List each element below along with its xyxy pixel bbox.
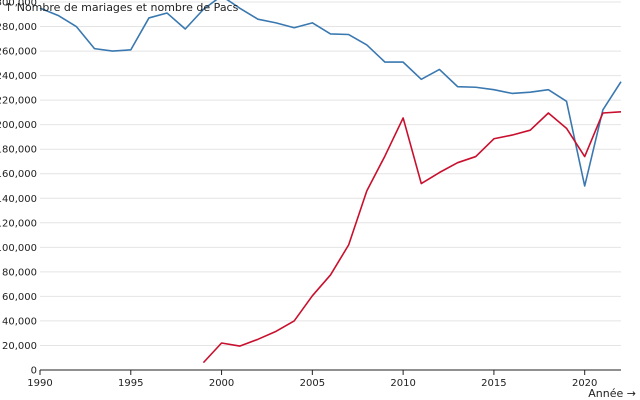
x-tick-label: 2020	[572, 378, 597, 389]
x-tick-label: 1995	[118, 378, 143, 389]
x-tick-label: 2005	[300, 378, 325, 389]
y-tick-label: 260,000	[0, 47, 37, 58]
y-tick-label: 220,000	[0, 96, 37, 107]
grid-lines	[40, 1, 621, 346]
x-tick-label: 2010	[390, 378, 415, 389]
y-tick-label: 60,000	[2, 292, 37, 303]
x-axis-title: Année →	[588, 387, 636, 400]
y-tick-label: 120,000	[0, 218, 37, 229]
y-tick-label: 100,000	[0, 243, 37, 254]
y-tick-label: 160,000	[0, 169, 37, 180]
y-tick-label: 240,000	[0, 71, 37, 82]
x-tick-labels: 1990 1995 2000 2005 2010 2015 2020	[27, 378, 597, 389]
y-tick-labels: 0 20,000 40,000 60,000 80,000 100,000 120,000 1…	[0, 0, 37, 377]
y-tick-label: 80,000	[2, 267, 37, 278]
y-tick-label: 0	[31, 366, 37, 377]
y-tick-label: 200,000	[0, 120, 37, 131]
x-tick-label: 2000	[209, 378, 234, 389]
y-tick-label: 280,000	[0, 22, 37, 33]
series-line-2	[202, 110, 622, 364]
axes	[39, 369, 621, 375]
y-tick-label: 180,000	[0, 145, 37, 156]
y-tick-label: 40,000	[2, 316, 37, 327]
y-axis-title: ↑ Nombre de mariages et nombre de Pacs	[4, 1, 239, 14]
x-tick-label: 2015	[481, 378, 506, 389]
x-tick-label: 1990	[27, 378, 52, 389]
series-lines	[39, 0, 622, 364]
y-tick-label: 20,000	[2, 341, 37, 352]
y-tick-label: 140,000	[0, 194, 37, 205]
y-tick-label: 300,000	[0, 0, 37, 9]
series-line-1	[39, 0, 622, 187]
